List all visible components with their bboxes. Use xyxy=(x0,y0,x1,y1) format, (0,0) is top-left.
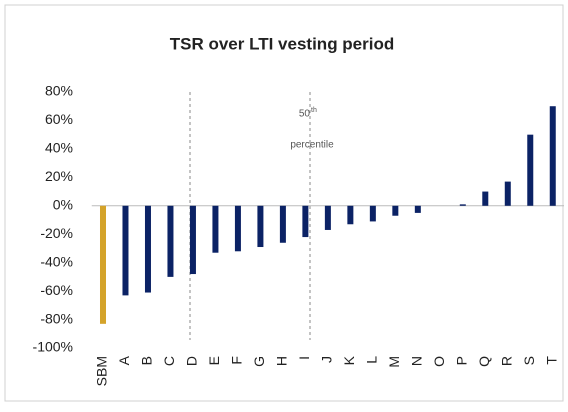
bar xyxy=(167,205,174,277)
y-tick-label: 80% xyxy=(45,83,73,99)
annotation: percentile xyxy=(290,140,334,151)
x-tick-label: SBM xyxy=(94,356,110,386)
x-tick-label: G xyxy=(251,356,267,367)
x-tick-label: A xyxy=(116,355,132,365)
y-tick-label: 20% xyxy=(45,168,73,184)
y-tick-label: 40% xyxy=(45,140,73,156)
y-tick-label: 0% xyxy=(53,196,73,212)
x-tick-label: N xyxy=(409,356,425,366)
y-tick-label: -40% xyxy=(40,253,73,269)
annotation: 50 xyxy=(299,109,311,120)
chart-border xyxy=(4,4,564,402)
bar xyxy=(347,205,354,225)
x-tick-label: F xyxy=(229,356,245,365)
bar xyxy=(99,205,106,324)
bar xyxy=(122,205,129,296)
bar xyxy=(324,205,331,230)
y-tick-label: 60% xyxy=(45,111,73,127)
x-tick-label: R xyxy=(498,356,514,366)
bar xyxy=(549,106,556,206)
x-tick-label: C xyxy=(161,356,177,366)
x-tick-label: H xyxy=(274,356,290,366)
bar xyxy=(392,205,399,216)
x-tick-label: K xyxy=(341,355,357,365)
x-tick-label: D xyxy=(184,356,200,366)
x-tick-label: I xyxy=(296,356,312,360)
y-tick-label: -20% xyxy=(40,225,73,241)
bar xyxy=(459,204,466,206)
bar xyxy=(369,205,376,222)
bar xyxy=(212,205,219,253)
x-tick-label: O xyxy=(431,356,447,367)
y-tick-label: -60% xyxy=(40,282,73,298)
x-tick-label: T xyxy=(543,356,559,365)
x-tick-label: E xyxy=(206,356,222,365)
y-tick-label: -80% xyxy=(40,310,73,326)
x-tick-label: J xyxy=(319,356,335,363)
bar xyxy=(279,205,286,243)
bar xyxy=(414,205,421,213)
bar xyxy=(302,205,309,238)
x-tick-label: M xyxy=(386,356,402,368)
bar xyxy=(189,205,196,275)
bar xyxy=(482,191,489,206)
x-tick-label: P xyxy=(454,356,470,365)
bar xyxy=(234,205,241,252)
bar xyxy=(527,134,534,206)
x-tick-label: L xyxy=(364,356,380,364)
x-tick-label: S xyxy=(521,356,537,365)
bar xyxy=(144,205,151,293)
chart-title: TSR over LTI vesting period xyxy=(170,34,395,53)
bar xyxy=(257,205,264,248)
y-tick-label: -100% xyxy=(33,339,73,355)
annotation: th xyxy=(311,107,317,114)
bar xyxy=(504,181,511,206)
x-tick-label: B xyxy=(139,356,155,365)
x-tick-label: Q xyxy=(476,356,492,367)
